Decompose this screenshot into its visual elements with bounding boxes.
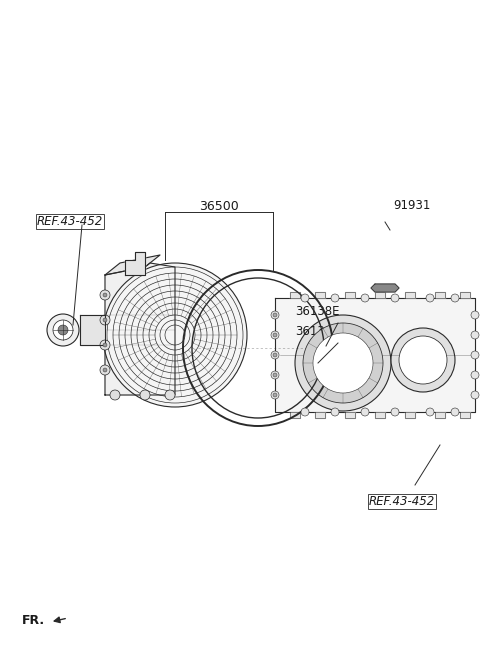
Circle shape (273, 333, 277, 337)
Circle shape (331, 294, 339, 302)
Polygon shape (315, 292, 325, 298)
Circle shape (140, 390, 150, 400)
Text: REF.43-452: REF.43-452 (369, 495, 435, 508)
Circle shape (451, 294, 459, 302)
Polygon shape (405, 292, 415, 298)
Circle shape (301, 408, 309, 416)
Circle shape (103, 263, 247, 407)
Circle shape (103, 318, 107, 322)
Circle shape (471, 391, 479, 399)
Circle shape (271, 371, 279, 379)
Circle shape (271, 391, 279, 399)
Circle shape (273, 373, 277, 377)
Polygon shape (371, 284, 399, 292)
Circle shape (53, 320, 73, 340)
Circle shape (399, 336, 447, 384)
Circle shape (103, 343, 107, 347)
Circle shape (426, 294, 434, 302)
Circle shape (391, 328, 455, 392)
Circle shape (331, 408, 339, 416)
Polygon shape (125, 252, 145, 275)
Circle shape (451, 408, 459, 416)
Polygon shape (290, 412, 300, 418)
Circle shape (100, 290, 110, 300)
Polygon shape (105, 255, 160, 275)
Polygon shape (345, 292, 355, 298)
Circle shape (301, 294, 309, 302)
Polygon shape (435, 292, 445, 298)
Circle shape (361, 294, 369, 302)
Circle shape (100, 315, 110, 325)
Polygon shape (405, 412, 415, 418)
Polygon shape (275, 298, 475, 412)
Circle shape (110, 390, 120, 400)
Circle shape (103, 293, 107, 297)
Polygon shape (105, 263, 175, 395)
Polygon shape (375, 412, 385, 418)
Polygon shape (345, 412, 355, 418)
Circle shape (391, 294, 399, 302)
Circle shape (271, 311, 279, 319)
Polygon shape (315, 412, 325, 418)
Circle shape (471, 331, 479, 339)
Polygon shape (290, 292, 300, 298)
Circle shape (471, 351, 479, 359)
Circle shape (273, 353, 277, 357)
Text: REF.43-452: REF.43-452 (37, 215, 103, 228)
Circle shape (47, 314, 79, 346)
Polygon shape (375, 292, 385, 298)
Circle shape (103, 368, 107, 372)
Text: 36138E: 36138E (296, 305, 340, 318)
Circle shape (271, 351, 279, 359)
Circle shape (471, 371, 479, 379)
Circle shape (271, 331, 279, 339)
Circle shape (426, 408, 434, 416)
Circle shape (471, 311, 479, 319)
Circle shape (273, 313, 277, 317)
Polygon shape (435, 412, 445, 418)
Text: 36500: 36500 (199, 200, 239, 213)
Polygon shape (460, 292, 470, 298)
Circle shape (295, 315, 391, 411)
Circle shape (361, 408, 369, 416)
Polygon shape (80, 315, 105, 345)
Text: FR.: FR. (22, 614, 45, 627)
Circle shape (100, 340, 110, 350)
Text: 91931: 91931 (393, 199, 431, 212)
Text: 36138E: 36138E (296, 325, 340, 338)
Circle shape (100, 365, 110, 375)
Circle shape (391, 408, 399, 416)
Circle shape (303, 323, 383, 403)
Circle shape (58, 325, 68, 335)
Circle shape (165, 390, 175, 400)
Polygon shape (460, 412, 470, 418)
Circle shape (273, 393, 277, 397)
Circle shape (313, 333, 373, 393)
